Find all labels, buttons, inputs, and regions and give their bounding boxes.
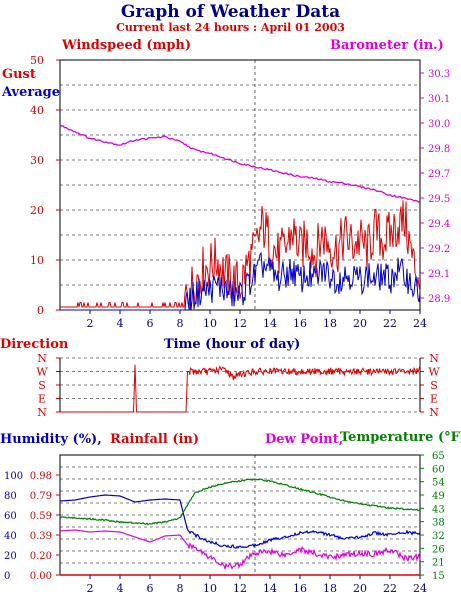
wind-xtick-label: 20 [353,317,367,330]
dir-ytick-label-right: S [430,379,438,392]
wind-xtick-label: 4 [117,317,124,330]
baro-ytick-label: 29.4 [428,219,450,230]
dewpoint-series-line [59,529,421,570]
dir-ytick-label-left: S [38,379,46,392]
temp-ytick-label: 26 [432,544,445,555]
average-series-line [60,251,421,311]
dir-ytick-label-right: N [429,406,439,419]
temp-ytick-label: 32 [432,531,445,542]
dir-ytick-label-left: E [38,393,46,406]
temp-ytick-label: 43 [432,504,445,515]
baro-ytick-label: 30.0 [428,119,450,130]
rain-ytick-label: 0.98 [30,471,52,482]
humidity-xtick-label: 24 [413,582,427,595]
temperature-legend: Temperature (°F) [340,430,461,445]
temp-ytick-label: 38 [432,518,445,529]
wind-xtick-label: 8 [177,317,184,330]
wind-xtick-label: 22 [383,317,397,330]
humidity-xtick-label: 2 [87,582,94,595]
dir-ytick-label-right: E [430,393,438,406]
wind-ytick-label: 0 [37,304,44,317]
humidity-xtick-label: 10 [203,582,217,595]
humidity-xtick-label: 12 [233,582,247,595]
direction-label: Direction [0,337,69,352]
wind-xtick-label: 18 [323,317,337,330]
wind-ytick-label: 20 [30,204,44,217]
rainfall-legend: Rainfall (in) [110,432,200,447]
dir-ytick-label-left: N [37,352,47,365]
humidity-ytick-label: 100 [4,471,23,482]
wind-ytick-label: 50 [30,54,44,67]
barometer-series-line [59,124,421,203]
baro-ytick-label: 29.8 [428,144,450,155]
rain-ytick-label: 0.39 [30,531,52,542]
rain-ytick-label: 0.00 [30,571,52,582]
dir-ytick-label-right: W [428,366,440,379]
temp-ytick-label: 54 [432,478,445,489]
humidity-legend: Humidity (%), [0,432,102,447]
temp-ytick-label: 60 [432,464,445,475]
temp-ytick-label: 15 [432,571,445,582]
humidity-ytick-label: 60 [4,511,17,522]
wind-xtick-label: 16 [293,317,307,330]
time-axis-label: Time (hour of day) [164,337,301,352]
average-legend: Average [2,85,61,100]
humidity-xtick-label: 6 [147,582,154,595]
baro-ytick-label: 29.7 [428,169,450,180]
humidity-ytick-label: 20 [4,551,17,562]
dir-ytick-label-left: W [36,366,48,379]
baro-ytick-label: 29.2 [428,244,450,255]
temp-ytick-label: 21 [432,558,445,569]
wind-xtick-label: 24 [413,317,427,330]
baro-ytick-label: 29.5 [428,194,450,205]
temperature-series-line [59,478,421,526]
wind-ytick-label: 40 [30,104,44,117]
gust-series-line [60,200,421,311]
direction-series-line [60,364,421,413]
humidity-ytick-label: 40 [4,531,17,542]
baro-ytick-label: 29.1 [428,269,450,280]
dewpoint-legend: Dew Point, [265,432,344,447]
windspeed-axis-label: Windspeed (mph) [62,38,192,53]
temp-ytick-label: 65 [432,451,445,462]
temp-ytick-label: 49 [432,491,445,502]
gust-legend: Gust [2,67,36,82]
humidity-xtick-label: 20 [353,582,367,595]
page-title: Graph of Weather Data [120,2,341,22]
humidity-xtick-label: 14 [263,582,277,595]
wind-xtick-label: 10 [203,317,217,330]
wind-xtick-label: 12 [233,317,247,330]
humidity-series-line [59,494,421,549]
humidity-xtick-label: 4 [117,582,124,595]
wind-xtick-label: 6 [147,317,154,330]
barometer-axis-label: Barometer (in.) [330,38,444,53]
baro-ytick-label: 30.1 [428,94,450,105]
rain-ytick-label: 0.79 [30,491,52,502]
rain-ytick-label: 0.59 [30,511,52,522]
page-subtitle: Current last 24 hours : April 01 2003 [116,21,345,34]
baro-ytick-label: 28.9 [428,294,450,305]
humidity-xtick-label: 16 [293,582,307,595]
wind-xtick-label: 2 [87,317,94,330]
baro-ytick-label: 30.3 [428,69,450,80]
wind-ytick-label: 30 [30,154,44,167]
wind-ytick-label: 10 [30,254,44,267]
humidity-xtick-label: 22 [383,582,397,595]
wind-xtick-label: 14 [263,317,277,330]
dir-ytick-label-left: N [37,406,47,419]
humidity-ytick-label: 0 [4,571,10,582]
humidity-xtick-label: 8 [177,582,184,595]
dir-ytick-label-right: N [429,352,439,365]
humidity-xtick-label: 18 [323,582,337,595]
rain-ytick-label: 0.20 [30,551,52,562]
humidity-ytick-label: 80 [4,491,17,502]
